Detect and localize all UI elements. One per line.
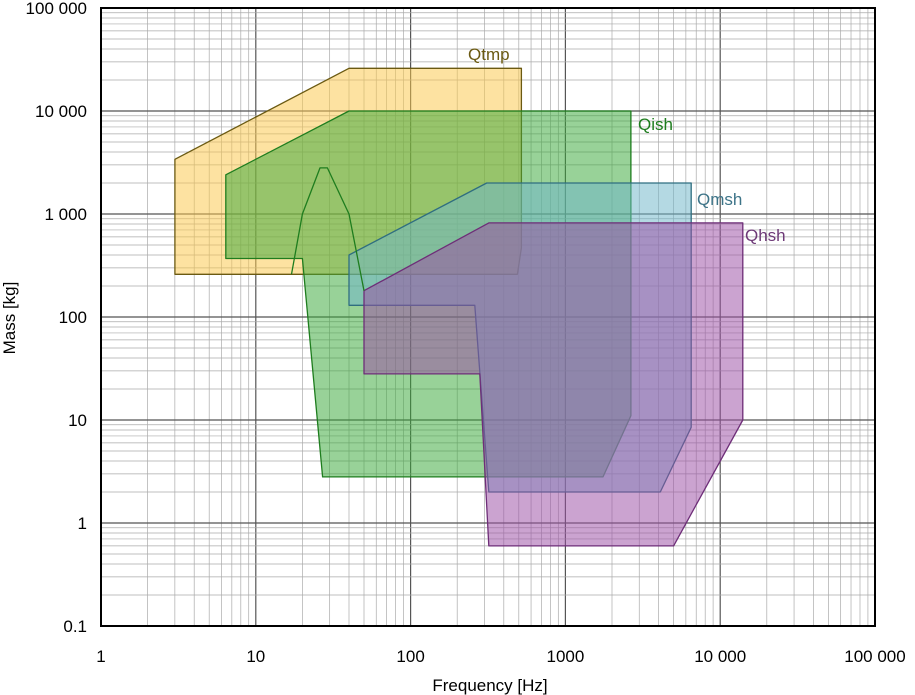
y-tick-label: 0.1 bbox=[63, 617, 87, 636]
y-tick-label: 10 000 bbox=[35, 102, 87, 121]
y-tick-label: 100 bbox=[59, 308, 87, 327]
y-tick-label: 10 bbox=[68, 411, 87, 430]
plot-frame bbox=[100, 7, 876, 627]
y-tick-label: 1 000 bbox=[44, 205, 87, 224]
region-label-qtmp: Qtmp bbox=[468, 45, 510, 64]
x-tick-label: 10 000 bbox=[694, 647, 746, 666]
regions bbox=[174, 67, 744, 547]
y-tick-label: 100 000 bbox=[26, 0, 87, 18]
x-tick-label: 10 bbox=[246, 647, 265, 666]
x-tick-label: 1 bbox=[96, 647, 105, 666]
x-tick-label: 100 bbox=[396, 647, 424, 666]
x-tick-label: 100 000 bbox=[844, 647, 905, 666]
region-label-qish: Qish bbox=[638, 115, 673, 134]
x-axis-title: Frequency [Hz] bbox=[432, 676, 547, 695]
region-outline-qish bbox=[290, 167, 365, 291]
region-label-qhsh: Qhsh bbox=[745, 226, 786, 245]
region-label-qmsh: Qmsh bbox=[697, 190, 742, 209]
region-qhsh bbox=[363, 222, 744, 547]
y-axis-title: Mass [kg] bbox=[0, 282, 19, 355]
y-tick-label: 1 bbox=[78, 514, 87, 533]
x-tick-label: 1000 bbox=[546, 647, 584, 666]
tick-labels: 1 10 100 1000 10 000 100 000 0.1 1 10 100 1 000 10 … bbox=[26, 0, 906, 666]
